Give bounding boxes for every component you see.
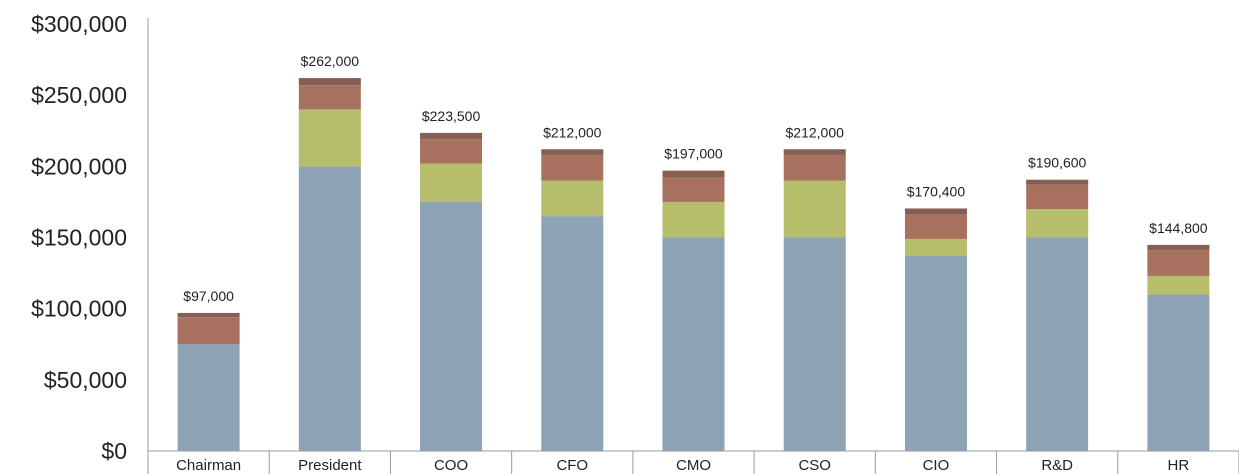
bar-total-label: $262,000: [301, 53, 360, 69]
y-tick-label: $300,000: [31, 11, 127, 37]
bar-segment-1: [904, 256, 967, 451]
bar-segment-3: [662, 177, 725, 202]
bar-stack: [1026, 179, 1089, 451]
x-category-label: HR: [1168, 457, 1190, 474]
bar-segment-3: [1026, 184, 1089, 210]
x-category-label: Chairman: [176, 457, 241, 474]
bar-segment-3: [541, 154, 604, 181]
y-tick-label: $250,000: [31, 82, 127, 108]
bar-segment-2: [783, 180, 846, 238]
bar-stack: [541, 149, 604, 451]
bar-stack: [420, 132, 483, 451]
bar-segment-4: [1026, 179, 1089, 185]
bar-segment-2: [420, 163, 483, 202]
bar-total-label: $144,800: [1149, 220, 1208, 236]
y-tick-label: $0: [101, 438, 127, 464]
bar-segment-2: [298, 109, 361, 167]
bar-total-label: $212,000: [543, 124, 602, 140]
bar-total-label: $223,500: [422, 108, 481, 124]
x-category-label: CSO: [798, 457, 831, 474]
bar-segment-1: [177, 344, 240, 451]
bar-series: [177, 78, 1210, 452]
bar-stack: [904, 208, 967, 451]
bar-segment-1: [541, 216, 604, 451]
bar-segment-4: [662, 170, 725, 178]
bar-segment-2: [1026, 209, 1089, 238]
bar-segment-2: [904, 238, 967, 257]
bar-total-label: $97,000: [183, 288, 234, 304]
bar-total-label: $197,000: [664, 146, 723, 162]
x-category-label: COO: [434, 457, 468, 474]
bar-segment-4: [177, 312, 240, 318]
bar-total-label: $190,600: [1028, 155, 1087, 171]
bar-stack: [662, 170, 725, 451]
bar-segment-1: [298, 166, 361, 452]
bar-segment-4: [420, 132, 483, 140]
bar-stack: [783, 149, 846, 451]
y-tick-label: $150,000: [31, 225, 127, 251]
bar-total-label: $170,400: [907, 183, 966, 199]
x-category-label: R&D: [1041, 457, 1073, 474]
bar-stack: [177, 312, 240, 451]
bar-segment-4: [541, 149, 604, 155]
y-tick-label: $100,000: [31, 296, 127, 322]
bar-segment-3: [177, 317, 240, 345]
bar-total-label: $212,000: [786, 124, 845, 140]
bar-segment-1: [1026, 237, 1089, 451]
y-axis-tick-labels: $0 $50,000 $100,000 $150,000 $200,000 $250,00…: [31, 11, 127, 464]
bar-segment-3: [904, 214, 967, 239]
bar-segment-3: [420, 139, 483, 164]
bar-segment-3: [1147, 250, 1210, 276]
y-tick-label: $50,000: [44, 367, 127, 393]
bar-segment-2: [662, 201, 725, 238]
bar-stack: [298, 78, 361, 452]
bar-segment-3: [783, 154, 846, 181]
bar-segment-2: [541, 180, 604, 217]
bar-segment-1: [662, 237, 725, 451]
bar-segment-4: [783, 149, 846, 155]
x-category-label: CIO: [923, 457, 950, 474]
x-axis-category-labels: Chairman President COO CFO CMO CSO CIO R&D HR: [147, 451, 1239, 474]
x-category-label: CFO: [556, 457, 588, 474]
bar-segment-3: [298, 85, 361, 110]
x-category-label: CMO: [676, 457, 711, 474]
bar-segment-2: [1147, 275, 1210, 295]
bar-total-labels: $97,000 $262,000 $223,500 $212,000 $197,000 $…: [183, 53, 1207, 304]
y-tick-label: $200,000: [31, 153, 127, 179]
bar-segment-1: [783, 237, 846, 451]
bar-segment-1: [1147, 294, 1210, 451]
bar-segment-4: [1147, 244, 1210, 251]
bar-segment-1: [420, 201, 483, 451]
bar-segment-4: [298, 78, 361, 86]
x-category-label: President: [298, 457, 362, 474]
bar-stack: [1147, 244, 1210, 451]
bar-segment-4: [904, 208, 967, 215]
